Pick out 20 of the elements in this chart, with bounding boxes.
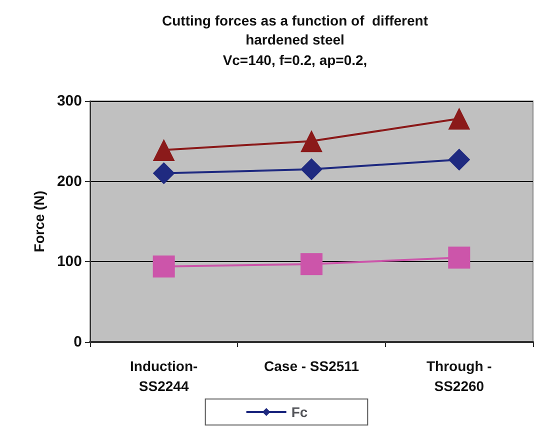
y-tick-label: 100: [56, 253, 82, 270]
point: [448, 148, 470, 171]
point: [152, 139, 175, 162]
x-tick-label: Induction- SS2244: [130, 358, 198, 394]
point: [300, 253, 322, 276]
point: [300, 130, 322, 152]
x-tick-label: Through - SS2260: [426, 358, 492, 394]
point: [152, 162, 175, 184]
y-tick-label: 300: [56, 92, 82, 110]
y-axis-title: Force (N): [31, 190, 48, 252]
chart-subtitle: Vc=140, f=0.2, ap=0.2,: [222, 52, 368, 68]
x-tick-label: Case - SS2511: [264, 358, 360, 374]
point: [448, 246, 470, 269]
y-tick-label: 0: [74, 334, 82, 350]
legend-label: Fc: [291, 404, 308, 420]
point: [448, 108, 470, 130]
point: [152, 255, 175, 278]
chart-title: Cutting forces as a function of different hardened steel: [162, 12, 428, 48]
y-tick-label: 200: [56, 172, 82, 190]
point: [300, 158, 322, 180]
